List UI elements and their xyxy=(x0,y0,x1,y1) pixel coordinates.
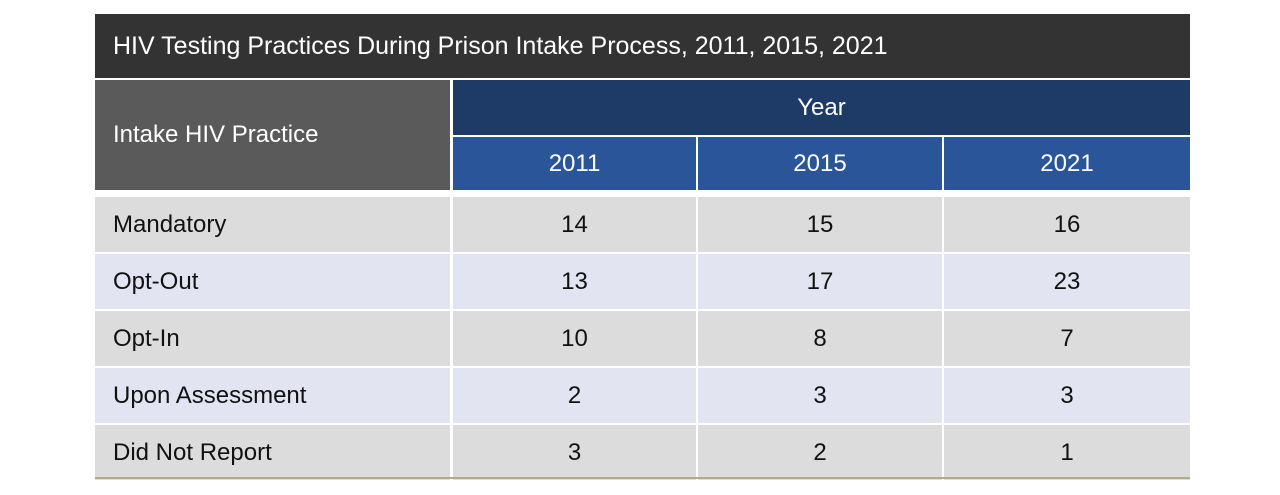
table-cell: 3 xyxy=(944,368,1190,423)
table-cell: 7 xyxy=(944,311,1190,366)
column-header-2011: 2011 xyxy=(453,137,696,190)
column-header-2015: 2015 xyxy=(698,137,942,190)
table-cell: 10 xyxy=(453,311,696,366)
table-title: HIV Testing Practices During Prison Inta… xyxy=(95,14,1190,78)
row-label: Opt-Out xyxy=(95,254,450,309)
table-cell: 8 xyxy=(698,311,942,366)
row-header-label: Intake HIV Practice xyxy=(95,80,450,190)
row-label: Opt-In xyxy=(95,311,450,366)
table-cell: 2 xyxy=(453,368,696,423)
table-cell: 3 xyxy=(698,368,942,423)
year-group-header: Year xyxy=(453,80,1190,135)
row-label: Did Not Report xyxy=(95,425,450,480)
table-cell: 13 xyxy=(453,254,696,309)
row-label: Upon Assessment xyxy=(95,368,450,423)
table-cell: 1 xyxy=(944,425,1190,480)
hiv-testing-table: HIV Testing Practices During Prison Inta… xyxy=(95,14,1190,480)
table-cell: 15 xyxy=(698,197,942,252)
table-cell: 23 xyxy=(944,254,1190,309)
table-bottom-border xyxy=(95,477,1190,479)
table-cell: 14 xyxy=(453,197,696,252)
table-cell: 2 xyxy=(698,425,942,480)
table-cell: 3 xyxy=(453,425,696,480)
table-cell: 16 xyxy=(944,197,1190,252)
column-header-2021: 2021 xyxy=(944,137,1190,190)
table-cell: 17 xyxy=(698,254,942,309)
row-label: Mandatory xyxy=(95,197,450,252)
